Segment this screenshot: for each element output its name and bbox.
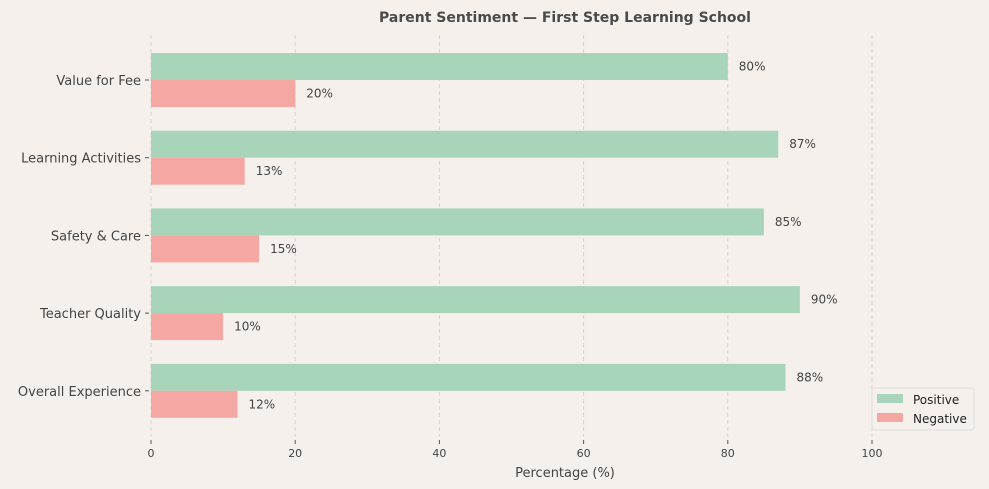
- bar-positive: [151, 286, 800, 314]
- data-label: 20%: [306, 87, 333, 101]
- x-tick-label: 100: [862, 447, 883, 460]
- x-tick-label: 40: [432, 447, 446, 460]
- x-tick-label: 80: [721, 447, 735, 460]
- data-label: 15%: [270, 242, 297, 256]
- bar-positive: [151, 208, 764, 236]
- data-labels: 80% 20% 87% 13% 85% 15% 90% 10% 88% 12%: [234, 60, 837, 412]
- data-label: 88%: [796, 370, 823, 384]
- data-label: 87%: [789, 137, 816, 151]
- y-tick-label: Teacher Quality: [39, 307, 141, 322]
- legend-label-negative: Negative: [913, 412, 967, 426]
- bar-negative: [151, 390, 238, 418]
- y-tick-label: Safety & Care: [51, 229, 141, 244]
- x-tick-label: 0: [148, 447, 155, 460]
- data-label: 13%: [256, 164, 283, 178]
- legend-swatch-negative: [877, 413, 903, 422]
- y-axis: Value for Fee Learning Activities Safety &…: [18, 74, 149, 400]
- bar-positive: [151, 53, 728, 80]
- data-label: 12%: [249, 397, 276, 411]
- data-label: 80%: [739, 60, 766, 74]
- legend: Positive Negative: [871, 387, 975, 431]
- bar-negative: [151, 80, 296, 107]
- x-axis-label: Percentage (%): [515, 466, 615, 481]
- x-tick-label: 60: [577, 447, 591, 460]
- y-tick-label: Learning Activities: [21, 152, 141, 167]
- chart-title: Parent Sentiment — First Step Learning S…: [379, 10, 751, 26]
- data-label: 10%: [234, 320, 261, 334]
- legend-label-positive: Positive: [913, 393, 959, 407]
- x-tick-label: 20: [288, 447, 302, 460]
- bar-negative: [151, 313, 224, 341]
- bar-negative: [151, 235, 260, 263]
- bar-positive: [151, 363, 786, 391]
- bar-negative: [151, 157, 245, 185]
- y-tick-label: Value for Fee: [56, 74, 141, 89]
- bars: [151, 53, 800, 418]
- data-label: 90%: [811, 293, 838, 307]
- y-tick-label: Overall Experience: [18, 385, 141, 400]
- bar-positive: [151, 130, 779, 158]
- legend-swatch-positive: [877, 394, 903, 403]
- data-label: 85%: [775, 215, 802, 229]
- x-axis: 0 20 40 60 80 100: [148, 440, 883, 460]
